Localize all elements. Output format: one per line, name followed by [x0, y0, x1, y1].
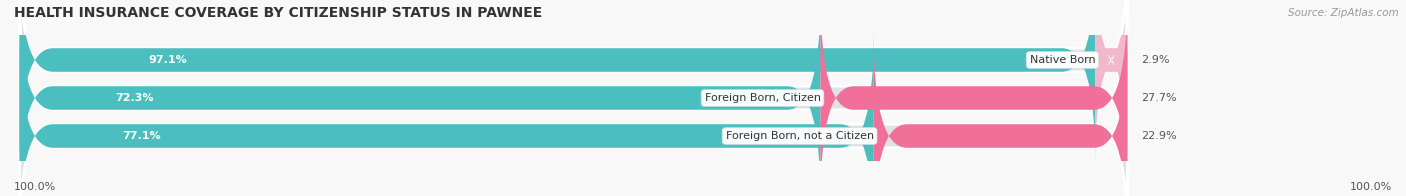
- Text: Source: ZipAtlas.com: Source: ZipAtlas.com: [1288, 8, 1399, 18]
- Text: 2.9%: 2.9%: [1140, 55, 1170, 65]
- Text: Foreign Born, Citizen: Foreign Born, Citizen: [704, 93, 821, 103]
- Text: 100.0%: 100.0%: [1350, 182, 1392, 192]
- Text: 97.1%: 97.1%: [149, 55, 187, 65]
- Text: 72.3%: 72.3%: [115, 93, 155, 103]
- FancyBboxPatch shape: [1094, 0, 1129, 162]
- Text: 100.0%: 100.0%: [14, 182, 56, 192]
- FancyBboxPatch shape: [821, 0, 1128, 196]
- FancyBboxPatch shape: [20, 0, 1128, 162]
- FancyBboxPatch shape: [20, 0, 821, 196]
- FancyBboxPatch shape: [20, 0, 1128, 196]
- FancyBboxPatch shape: [20, 0, 1095, 162]
- Text: 27.7%: 27.7%: [1140, 93, 1177, 103]
- Text: HEALTH INSURANCE COVERAGE BY CITIZENSHIP STATUS IN PAWNEE: HEALTH INSURANCE COVERAGE BY CITIZENSHIP…: [14, 6, 543, 20]
- Text: Native Born: Native Born: [1029, 55, 1095, 65]
- FancyBboxPatch shape: [20, 34, 873, 196]
- Text: 22.9%: 22.9%: [1140, 131, 1177, 141]
- FancyBboxPatch shape: [873, 34, 1128, 196]
- FancyBboxPatch shape: [20, 34, 1128, 196]
- Text: 77.1%: 77.1%: [122, 131, 160, 141]
- Text: Foreign Born, not a Citizen: Foreign Born, not a Citizen: [725, 131, 873, 141]
